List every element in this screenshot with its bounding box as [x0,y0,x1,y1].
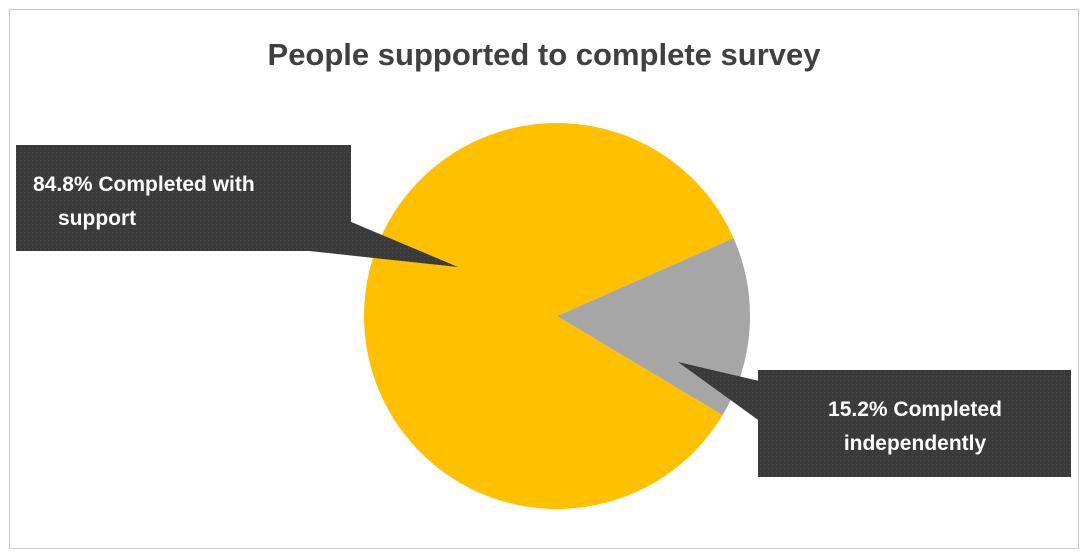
callout-pointer [678,362,772,430]
callout-completed-with-support: 84.8% Completed with support [16,145,458,267]
callout-box [758,370,1071,477]
callout-box [16,145,351,251]
data-label: 15.2% Completed [828,398,1002,421]
chart-title: People supported to complete survey [267,37,821,72]
data-label: 84.8% Completed with [33,173,255,196]
pie-slice-completed-with-support [364,122,734,509]
data-label: support [58,207,136,230]
data-label: independently [844,432,987,455]
callout-completed-independently: 15.2% Completed independently [678,362,1071,477]
